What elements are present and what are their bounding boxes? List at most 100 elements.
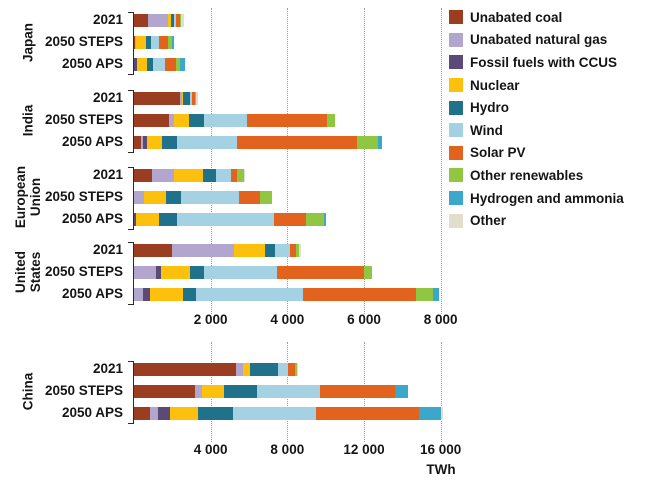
bar-segment-wind: [152, 58, 166, 71]
bar-segment-wind: [196, 288, 304, 301]
generation-chart-top-panel: 2 000 4 000 6 000 8 000 Japan 2021 2050 STEPS 2…: [13, 8, 458, 327]
bar-segment-nuclear: [146, 136, 162, 149]
bar-segment-gas: [169, 114, 175, 127]
gas-swatch-icon: [449, 32, 463, 47]
bar-segment-hydro: [146, 36, 152, 49]
bar-segment-coal: [134, 407, 150, 420]
bar-segment-gas: [235, 363, 243, 376]
bar-segment-nuclear: [174, 169, 203, 182]
legend-label: Wind: [470, 122, 503, 138]
bar-segment-solar: [230, 169, 238, 182]
legend-label: Hydrogen and ammonia: [470, 190, 624, 206]
bar-segment-hydrogen: [323, 213, 326, 226]
bar-segment-solar: [315, 407, 419, 420]
axis-group-bracket: [128, 12, 134, 75]
bar-segment-hydro: [202, 169, 216, 182]
bar-segment-gas: [194, 385, 202, 398]
bar-segment-solar: [175, 14, 180, 27]
legend-label: Unabated natural gas: [470, 32, 608, 48]
scenario-label: 2021: [92, 242, 123, 257]
scenario-label: 2050 STEPS: [44, 34, 123, 49]
other-swatch-icon: [449, 213, 463, 228]
bar-segment-hydrogen: [171, 36, 174, 49]
bar-segment-hydro: [189, 114, 205, 127]
legend: Unabated coal Unabated natural gas Fossil …: [449, 6, 624, 232]
legend-label: Nuclear: [470, 77, 520, 93]
bar-segment-other_renewables: [295, 244, 299, 257]
bar-segment-hydro: [224, 385, 258, 398]
scenario-label: 2050 APS: [61, 56, 123, 71]
stacked-bar-european-union-2050-aps: [134, 213, 326, 226]
stacked-bar-japan-2021: [134, 14, 184, 27]
bar-segment-coal: [134, 114, 170, 127]
stacked-bar-china-2050-steps: [134, 385, 409, 398]
bar-segment-ccus: [157, 407, 170, 420]
legend-label: Solar PV: [470, 145, 526, 161]
bar-segment-solar: [289, 244, 296, 257]
stacked-bar-china-2050-aps: [134, 407, 443, 420]
bar-segment-other_renewables: [295, 363, 297, 376]
legend-label: Other renewables: [470, 167, 584, 183]
legend-item-hydro: Hydro: [449, 96, 624, 119]
legend-label: Unabated coal: [470, 9, 563, 25]
bar-segment-hydro: [265, 244, 276, 257]
bar-segment-wind: [215, 169, 231, 182]
bar-segment-other_renewables: [327, 114, 335, 127]
bar-segment-nuclear: [136, 36, 147, 49]
bar-segment-solar: [236, 136, 357, 149]
hydrogen-swatch-icon: [449, 191, 463, 206]
bar-segment-hydro: [249, 363, 278, 376]
bar-segment-gas: [135, 36, 137, 49]
bar-segment-solar: [165, 58, 176, 71]
stacked-bar-china-2021: [134, 363, 298, 376]
bar-segment-other_renewables: [179, 14, 182, 27]
bar-segment-wind: [232, 407, 316, 420]
axis-tick-label: 12 000: [343, 442, 385, 457]
axis-tick-label: 6 000: [347, 312, 381, 327]
scenario-label: 2050 APS: [61, 211, 123, 226]
bar-segment-other_renewables: [415, 288, 434, 301]
scenario-label: 2050 STEPS: [44, 383, 123, 398]
bar-segment-other_renewables: [168, 36, 172, 49]
bar-segment-gas: [140, 136, 143, 149]
bar-segment-hydro: [183, 288, 197, 301]
stacked-bar-japan-2050-steps: [134, 36, 174, 49]
scenario-label: 2021: [92, 12, 123, 27]
legend-item-gas: Unabated natural gas: [449, 29, 624, 52]
bar-segment-wind: [177, 213, 274, 226]
bar-segment-hydrogen: [418, 407, 441, 420]
bar-segment-other: [296, 363, 298, 376]
generation-chart-china-panel: TWh 4 000 8 000 12 000 16 000 China 2021 2050 …: [0, 340, 650, 484]
bar-segment-nuclear: [242, 363, 250, 376]
bar-segment-other: [196, 92, 198, 105]
legend-item-solar: Solar PV: [449, 142, 624, 165]
bar-segment-nuclear: [233, 244, 266, 257]
bar-segment-hydro: [183, 92, 190, 105]
stacked-bar-japan-2050-aps: [134, 58, 186, 71]
bar-segment-coal: [134, 14, 148, 27]
bar-segment-coal: [134, 36, 136, 49]
bar-segment-hydro: [197, 407, 233, 420]
legend-item-other_renewables: Other renewables: [449, 164, 624, 187]
axis-group-bracket: [128, 167, 134, 230]
bar-segment-ccus: [142, 136, 147, 149]
bar-segment-gas: [134, 191, 145, 204]
bar-segment-gas: [134, 288, 143, 301]
bar-segment-nuclear: [169, 407, 198, 420]
bar-segment-coal: [134, 385, 195, 398]
bar-segment-nuclear: [201, 385, 225, 398]
legend-item-hydrogen: Hydrogen and ammonia: [449, 187, 624, 210]
bar-segment-nuclear: [167, 14, 171, 27]
stacked-bar-india-2050-aps: [134, 136, 382, 149]
bar-segment-other_renewables: [175, 58, 181, 71]
bar-segment-coal: [134, 363, 236, 376]
bar-segment-solar: [273, 213, 307, 226]
axis-tick-label: 4 000: [270, 312, 305, 327]
scenario-label: 2021: [92, 90, 123, 105]
bar-segment-hydrogen: [394, 385, 409, 398]
bar-segment-other_renewables: [194, 92, 197, 105]
scenario-label: 2050 APS: [61, 405, 123, 420]
bar-segment-coal: [134, 169, 153, 182]
bar-segment-hydro: [189, 266, 205, 279]
bar-segment-solar: [191, 92, 195, 105]
